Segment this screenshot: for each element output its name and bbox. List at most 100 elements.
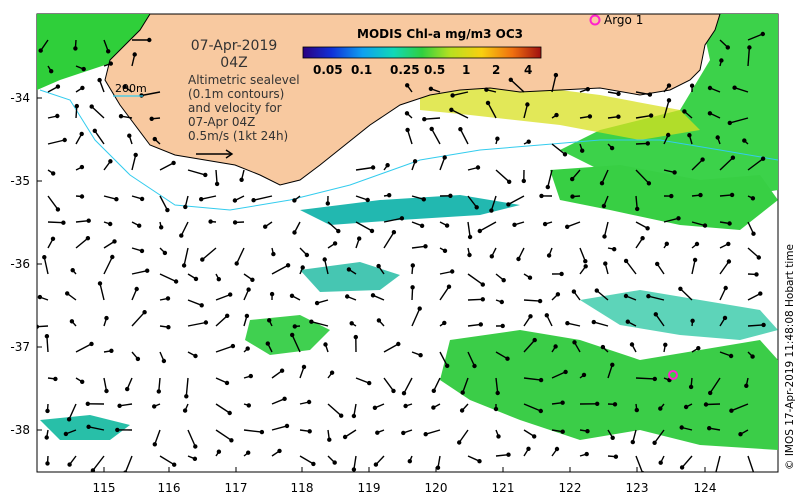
velocity-arrow-head bbox=[417, 306, 422, 311]
velocity-arrow-head bbox=[655, 261, 660, 267]
velocity-arrow-head bbox=[489, 208, 494, 213]
velocity-arrow-head bbox=[245, 346, 250, 351]
velocity-arrow-head bbox=[591, 319, 596, 325]
velocity-arrow-head bbox=[761, 322, 766, 328]
velocity-arrow-head bbox=[640, 235, 645, 241]
velocity-arrow bbox=[452, 91, 469, 97]
credit-label: © IMOS 17-Apr-2019 11:48:08 Hobart time bbox=[784, 244, 796, 470]
velocity-arrow-head bbox=[542, 221, 548, 227]
velocity-arrow bbox=[635, 169, 650, 184]
velocity-arrow-head bbox=[410, 285, 415, 290]
velocity-arrow-head bbox=[325, 201, 330, 206]
velocity-arrow bbox=[625, 260, 637, 275]
velocity-arrow-head bbox=[239, 177, 244, 183]
velocity-arrow-head bbox=[444, 223, 450, 228]
velocity-arrow-head bbox=[528, 314, 533, 319]
velocity-arrow-head bbox=[142, 310, 147, 315]
velocity-arrow-head bbox=[108, 159, 113, 164]
velocity-arrow-head bbox=[446, 284, 452, 289]
velocity-arrow-head bbox=[679, 425, 684, 430]
velocity-arrow bbox=[215, 169, 218, 184]
velocity-arrow-head bbox=[165, 296, 171, 301]
velocity-arrow-head bbox=[512, 222, 517, 228]
velocity-arrow-head bbox=[284, 423, 290, 429]
velocity-arrow-head bbox=[271, 251, 276, 257]
velocity-arrow bbox=[663, 100, 670, 119]
velocity-arrow bbox=[43, 257, 49, 275]
velocity-arrow-head bbox=[526, 446, 531, 451]
velocity-arrow-head bbox=[248, 373, 254, 379]
velocity-arrow-head bbox=[373, 462, 379, 467]
velocity-arrow bbox=[715, 455, 721, 472]
velocity-arrow bbox=[355, 221, 373, 232]
velocity-arrow-head bbox=[171, 462, 177, 467]
velocity-arrow-head bbox=[500, 323, 505, 329]
velocity-arrow bbox=[411, 245, 426, 249]
velocity-arrow-head bbox=[570, 176, 575, 182]
velocity-arrow bbox=[327, 403, 342, 417]
velocity-arrow bbox=[271, 264, 289, 275]
velocity-arrow-head bbox=[403, 403, 408, 409]
velocity-arrow bbox=[467, 221, 471, 238]
velocity-arrow-head bbox=[110, 254, 115, 260]
velocity-arrow-head bbox=[459, 408, 465, 413]
velocity-arrow-head bbox=[79, 131, 84, 137]
velocity-arrow-head bbox=[376, 263, 381, 269]
velocity-arrow-head bbox=[90, 468, 96, 472]
argo-marker-1[interactable] bbox=[589, 14, 601, 26]
velocity-arrow-head bbox=[107, 221, 113, 227]
velocity-arrow-head bbox=[49, 68, 54, 74]
velocity-arrow-head bbox=[339, 413, 344, 418]
velocity-arrow-head bbox=[277, 448, 282, 454]
velocity-arrow-head bbox=[442, 155, 447, 160]
velocity-arrow bbox=[383, 377, 395, 392]
velocity-arrow-head bbox=[396, 341, 401, 347]
legend-line-4: 07-Apr 04Z bbox=[188, 115, 256, 129]
velocity-arrow-head bbox=[37, 294, 43, 300]
velocity-arrow-head bbox=[232, 198, 238, 203]
velocity-arrow-head bbox=[603, 261, 608, 266]
velocity-arrow-head bbox=[349, 321, 354, 326]
velocity-arrow-head bbox=[419, 223, 425, 229]
velocity-arrow-head bbox=[401, 430, 406, 436]
argo-marker-2[interactable] bbox=[668, 370, 678, 380]
velocity-arrow-head bbox=[285, 263, 291, 268]
velocity-arrow-head bbox=[682, 109, 687, 114]
velocity-arrow-head bbox=[585, 86, 590, 92]
velocity-arrow-head bbox=[63, 431, 69, 437]
velocity-arrow-head bbox=[139, 196, 145, 202]
velocity-arrow-head bbox=[265, 341, 270, 346]
velocity-arrow-head bbox=[623, 293, 629, 299]
velocity-arrow-head bbox=[448, 193, 453, 199]
velocity-arrow bbox=[291, 334, 301, 353]
velocity-arrow-head bbox=[442, 320, 447, 326]
velocity-arrow bbox=[467, 273, 484, 286]
velocity-arrow-head bbox=[506, 452, 511, 457]
velocity-arrow-head bbox=[405, 83, 410, 88]
velocity-arrow-head bbox=[580, 148, 585, 153]
x-tick-label: 124 bbox=[694, 481, 717, 495]
velocity-arrow-head bbox=[118, 113, 124, 119]
velocity-arrow bbox=[747, 158, 764, 171]
velocity-arrow-head bbox=[546, 253, 552, 258]
velocity-arrow bbox=[353, 455, 357, 470]
velocity-arrow-head bbox=[687, 132, 692, 138]
velocity-arrow-head bbox=[583, 264, 588, 269]
y-axis: -34 -35 -36 -37 -38 bbox=[10, 91, 42, 437]
velocity-arrow-head bbox=[74, 103, 80, 109]
velocity-arrow-head bbox=[399, 216, 405, 221]
chl-patch-sw bbox=[40, 415, 130, 440]
velocity-arrow-head bbox=[156, 389, 162, 394]
velocity-arrow-head bbox=[332, 241, 338, 246]
colorbar-tick: 0.05 bbox=[313, 63, 343, 77]
velocity-arrow bbox=[487, 102, 497, 119]
velocity-arrow-head bbox=[127, 133, 132, 138]
velocity-arrow-head bbox=[475, 165, 481, 170]
velocity-arrow-head bbox=[545, 184, 550, 190]
velocity-arrow-head bbox=[635, 206, 640, 212]
velocity-arrow-head bbox=[602, 234, 607, 239]
velocity-arrow-head bbox=[323, 342, 328, 347]
velocity-arrow bbox=[654, 429, 665, 444]
velocity-arrow-head bbox=[630, 439, 635, 445]
velocity-arrow-head bbox=[134, 286, 139, 292]
